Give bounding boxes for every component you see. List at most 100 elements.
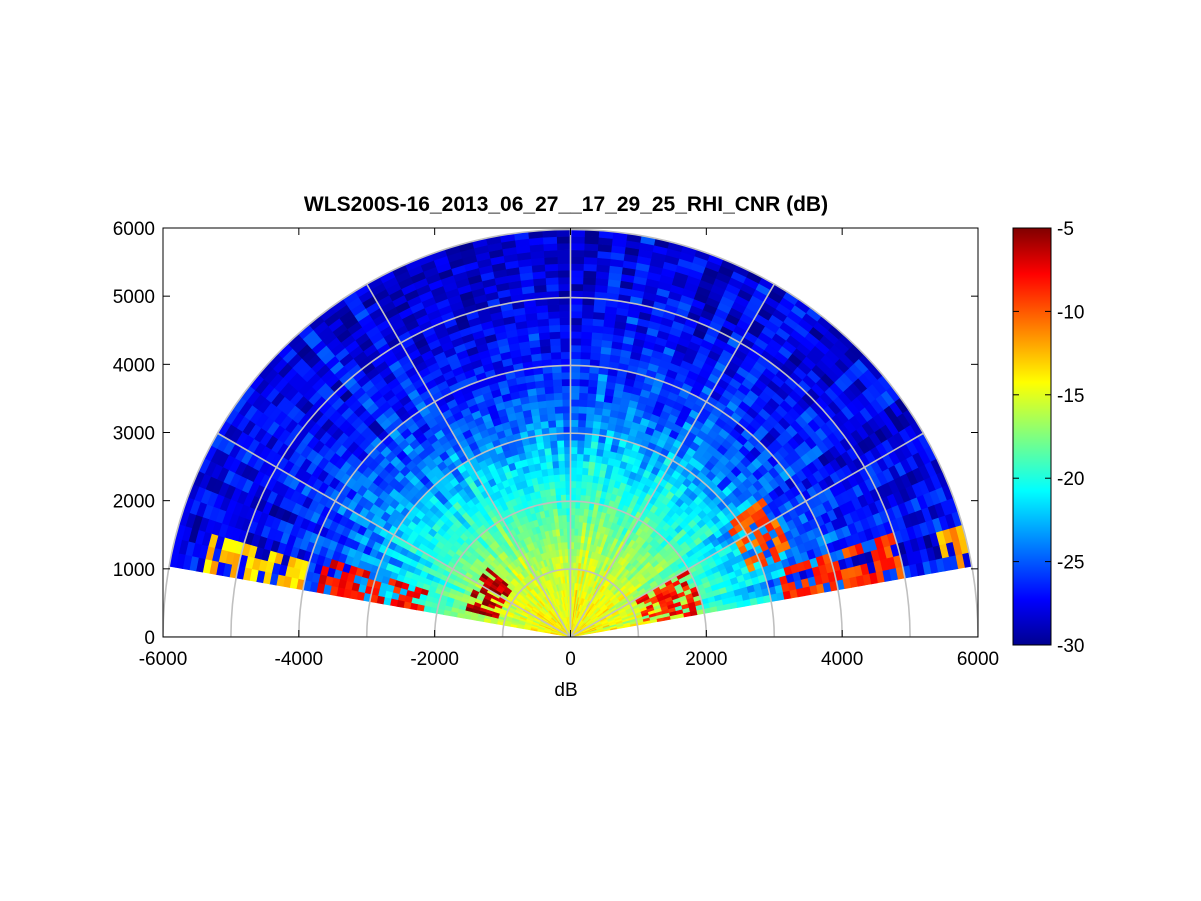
heatmap-cell	[570, 460, 577, 468]
heatmap-cell	[576, 460, 584, 468]
heatmap-cell	[582, 453, 591, 462]
heatmap-cell	[559, 487, 566, 496]
heatmap-cell	[570, 392, 580, 400]
heatmap-cell	[538, 407, 548, 416]
y-tick-label: 2000	[113, 492, 155, 513]
heatmap-cell	[560, 351, 571, 360]
heatmap-cell	[562, 419, 571, 427]
heatmap-cell	[555, 229, 571, 237]
heatmap-cell	[552, 385, 563, 394]
heatmap-cell	[545, 276, 559, 286]
heatmap-cell	[578, 405, 587, 414]
heatmap-cell	[557, 453, 565, 462]
heatmap-cell	[578, 385, 589, 394]
heatmap-cell	[539, 345, 551, 354]
heatmap-cell	[578, 378, 589, 387]
heatmap-cell	[573, 534, 578, 543]
heatmap-cell	[563, 439, 571, 448]
heatmap-cell	[570, 419, 579, 427]
heatmap-cell	[547, 419, 557, 428]
heatmap-cell	[557, 283, 571, 292]
heatmap-cell	[570, 398, 580, 407]
heatmap-cell	[574, 514, 580, 523]
heatmap-cell	[556, 446, 565, 455]
colorbar-tick-label: -30	[1057, 636, 1084, 657]
colorbar-tick-label: -10	[1057, 302, 1084, 323]
heatmap-cell	[422, 605, 432, 613]
heatmap-cell	[573, 528, 579, 536]
heatmap-cell	[578, 399, 588, 407]
heatmap-cell	[556, 439, 565, 448]
heatmap-cell	[570, 310, 583, 319]
heatmap-cell	[582, 283, 596, 292]
x-axis-label: dB	[554, 680, 577, 701]
heatmap-cell	[570, 324, 582, 332]
heatmap-cell	[583, 440, 592, 449]
colorbar-tick-label: -5	[1057, 219, 1074, 240]
heatmap-cell	[570, 242, 585, 251]
heatmap-cell	[579, 351, 591, 360]
heatmap-cell	[537, 325, 550, 334]
heatmap-cell	[578, 514, 584, 523]
heatmap-cell	[580, 344, 592, 353]
heatmap-cell	[590, 338, 603, 347]
heatmap-cell	[544, 392, 555, 401]
heatmap-cell	[585, 481, 593, 490]
heatmap-cell	[587, 385, 598, 395]
heatmap-cell	[570, 331, 582, 339]
heatmap-cell	[552, 467, 560, 476]
heatmap-cell	[586, 399, 596, 408]
heatmap-cell	[564, 460, 571, 468]
heatmap-cell	[543, 385, 554, 395]
heatmap-cell	[564, 480, 571, 488]
heatmap-cell	[559, 324, 571, 332]
heatmap-cell	[576, 439, 585, 448]
x-tick-label: 0	[565, 649, 576, 670]
heatmap-cell	[585, 413, 595, 422]
plot-area: -6000 -4000 -2000 0 2000 4000 6000 01000200030…	[113, 219, 999, 670]
colorbar-gradient	[1012, 227, 1052, 646]
heatmap-cell	[584, 419, 594, 428]
heatmap-cell	[594, 455, 603, 464]
heatmap-cell	[548, 324, 561, 333]
x-tick-label: 2000	[685, 649, 727, 670]
heatmap-cell	[592, 413, 603, 423]
heatmap-cell	[543, 256, 558, 265]
heatmap-cell	[583, 243, 599, 252]
heatmap-cell	[559, 331, 571, 339]
heatmap-cell	[542, 236, 558, 245]
heatmap-cell	[570, 344, 582, 353]
heatmap-cell	[570, 276, 584, 285]
heatmap-cell	[540, 352, 552, 361]
heatmap-cell	[570, 229, 586, 237]
heatmap-cell	[592, 304, 606, 314]
heatmap-cell	[563, 453, 571, 461]
heatmap-cell	[553, 399, 563, 407]
heatmap-cell	[580, 324, 593, 333]
heatmap-cell	[558, 303, 571, 312]
heatmap-cell	[591, 331, 603, 341]
heatmap-cell	[552, 378, 563, 387]
heatmap-cell	[591, 325, 604, 334]
heatmap-cell	[570, 466, 577, 475]
heatmap-cell	[579, 371, 590, 380]
heatmap-cell	[583, 256, 598, 265]
heatmap-cell	[573, 541, 578, 550]
heatmap-cell	[544, 270, 559, 279]
heatmap-cell	[549, 440, 558, 449]
y-tick-label: 3000	[113, 424, 155, 445]
heatmap-cell	[563, 446, 571, 455]
heatmap-cell	[588, 372, 599, 381]
heatmap-cell	[591, 318, 605, 327]
heatmap-cell	[590, 440, 599, 450]
heatmap-cell	[589, 352, 601, 361]
heatmap-cell	[561, 507, 567, 516]
heatmap-cell	[570, 235, 585, 244]
heatmap-cell	[538, 331, 550, 341]
heatmap-cell	[583, 249, 598, 258]
heatmap-cell	[587, 379, 598, 388]
heatmap-cell	[581, 310, 594, 319]
heatmap-cell	[576, 446, 585, 455]
heatmap-cell	[551, 460, 559, 469]
